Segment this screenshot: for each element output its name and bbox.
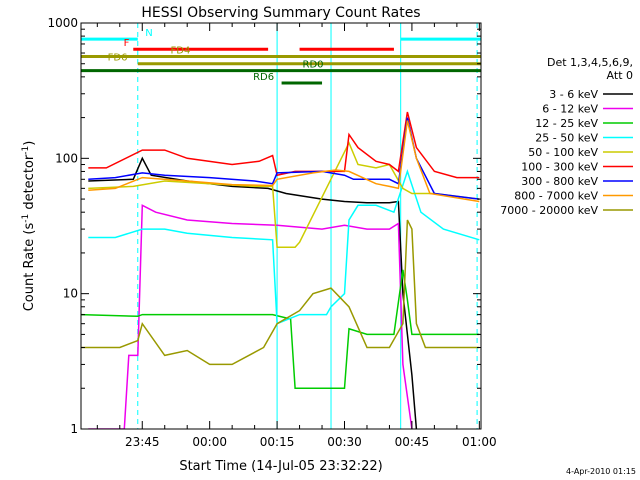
flag-bar-label-4: RD0 — [303, 60, 324, 71]
chart-title: HESSI Observing Summary Count Rates — [141, 5, 420, 21]
footer-date: 4-Apr-2010 01:15 — [566, 467, 636, 476]
series-line-3 — [88, 169, 480, 325]
x-tick-label-3: 00:30 — [327, 435, 362, 449]
flag-bar-label-2: FD4 — [171, 46, 191, 57]
x-tick-label-4: 00:45 — [395, 435, 430, 449]
x-tick-label-5: 01:00 — [462, 435, 497, 449]
series-line-8 — [81, 219, 480, 366]
flag-bar-label-0: N — [145, 28, 152, 39]
y-tick-label-1: 10 — [63, 287, 78, 301]
observing-flag-bars: N F FD4 FD6 RD0 RD6 — [81, 28, 481, 85]
plot-frame — [80, 22, 482, 430]
legend-label-4: 50 - 100 keV — [528, 146, 598, 159]
legend-header-detectors: Det 1,3,4,5,6,9, — [547, 56, 633, 69]
legend-label-1: 6 - 12 keV — [542, 103, 598, 116]
x-tick-label-1: 00:00 — [192, 435, 227, 449]
y-tick-label-0: 1 — [70, 422, 78, 436]
legend-label-6: 300 - 800 keV — [521, 175, 598, 188]
y-tick-label-2: 100 — [55, 151, 78, 165]
series-line-0 — [88, 156, 418, 429]
flag-bar-label-3: FD6 — [108, 53, 128, 64]
x-tick-label-0: 23:45 — [125, 435, 160, 449]
series-line-4 — [88, 141, 480, 249]
x-axis-ticks: 23:45 00:00 00:15 00:30 00:45 01:00 — [96, 23, 497, 449]
legend-label-3: 25 - 50 keV — [535, 132, 598, 145]
flag-bar-label-1: F — [124, 38, 130, 49]
series-line-7 — [88, 120, 480, 203]
legend-label-7: 800 - 7000 keV — [514, 190, 598, 203]
series-line-2 — [81, 269, 480, 390]
series-line-6 — [88, 117, 480, 200]
legend-label-8: 7000 - 20000 keV — [500, 204, 598, 217]
legend-label-5: 100 - 300 keV — [521, 161, 598, 174]
series-line-1 — [88, 204, 413, 429]
y-axis-ticks: 1 10 100 1000 — [47, 16, 481, 436]
y-tick-label-3: 1000 — [47, 16, 78, 30]
legend-label-2: 12 - 25 keV — [535, 117, 598, 130]
x-axis-label: Start Time (14-Jul-05 23:32:22) — [179, 459, 382, 474]
y-axis-label: Count Rate (s-1 detector-1) — [21, 141, 37, 312]
x-tick-label-2: 00:15 — [260, 435, 295, 449]
legend: Det 1,3,4,5,6,9, Att 0 3 - 6 keV 6 - 12 k… — [500, 56, 633, 217]
series-lines — [81, 111, 480, 429]
legend-header-attenuator: Att 0 — [607, 69, 633, 82]
legend-label-0: 3 - 6 keV — [549, 88, 598, 101]
flag-bar-label-5: RD6 — [253, 72, 274, 83]
